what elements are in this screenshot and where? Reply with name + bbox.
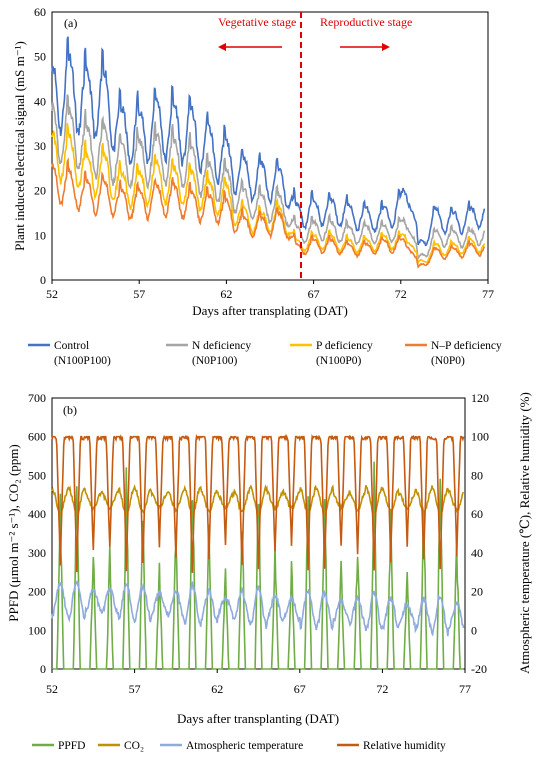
y-tick-label-left: 100 [28,623,46,637]
y-tick-label-right: -20 [471,662,487,676]
reproductive-arrow-head [382,43,390,51]
y-tick-label: 0 [40,273,46,287]
x-tick-label: 57 [133,287,145,301]
x-tick-label: 67 [294,682,306,696]
legend-item-n-p-deficiency: N–P deficiency (N0P0) [405,340,502,367]
legend-sublabel: (N0P100) [192,355,238,367]
y-tick-label-right: 40 [471,546,483,560]
x-tick-label: 52 [46,287,58,301]
panel-a-y-label: Plant induced electrical signal (mS m⁻¹) [12,41,27,251]
x-tick-label: 62 [211,682,223,696]
panel-b-y-label-right: Atmospheric temperature (℃), Relative hu… [517,392,532,674]
y-tick-label-right: 100 [471,430,489,444]
legend-label: N deficiency [192,340,251,352]
x-tick-label: 67 [308,287,320,301]
series-line-relative-humidity [51,433,465,573]
y-tick-label-left: 600 [28,430,46,444]
legend-label: CO₂ [124,740,144,752]
panel-a-y-ticks: 0 10 20 30 40 50 60 [34,5,46,287]
y-tick-label: 10 [34,228,46,242]
y-tick-label-left: 0 [40,662,46,676]
y-tick-label-left: 700 [28,391,46,405]
x-tick-label: 77 [482,287,494,301]
series-line-co [51,483,465,517]
panel-a-series [51,36,486,269]
legend-item-relative-humidity: Relative humidity [337,740,446,752]
series-line-n-deficiency-n0p100 [51,94,486,261]
panel-b-series [51,433,465,670]
x-tick-label: 77 [459,682,471,696]
series-line-atmospheric-temperature [51,580,465,637]
panel-b-y-label-left: PPFD (μmol m⁻² s⁻¹), CO₂ (ppm) [6,444,21,621]
legend-item-atmospheric-temperature: Atmospheric temperature [160,740,303,752]
legend-label: P deficiency [316,340,373,352]
panel-a-legend: Control (N100P100) N deficiency (N0P100) P d… [28,340,502,367]
x-tick-label: 52 [46,682,58,696]
legend-label: Relative humidity [363,740,446,752]
y-tick-label: 50 [34,50,46,64]
legend-label: Control [54,340,89,352]
x-tick-label: 72 [376,682,388,696]
legend-item-ppfd: PPFD [32,740,86,752]
legend-item-co: CO₂ [98,740,144,752]
panel-b-x-label: Days after transplanting (DAT) [177,711,339,726]
y-tick-label-right: 80 [471,468,483,482]
y-tick-label: 30 [34,139,46,153]
y-tick-label-left: 300 [28,546,46,560]
series-line-n-p-deficiency-n0p0 [51,157,486,269]
panel-b: (b) 0 100 200 300 400 500 600 700 -20 0 20 40 60 80 1… [6,391,532,752]
panel-b-y-ticks-right: -20 0 20 40 60 80 100 120 [471,391,489,676]
vegetative-arrow-head [218,43,226,51]
y-tick-label: 40 [34,94,46,108]
y-tick-label-right: 120 [471,391,489,405]
legend-sublabel: (N100P100) [54,355,111,367]
panel-a: (a) Vegetative stage Reproductive stage … [12,5,502,367]
legend-item-p-deficiency: P deficiency (N100P0) [290,340,373,367]
legend-sublabel: (N0P0) [431,355,465,367]
panel-b-y-ticks-left: 0 100 200 300 400 500 600 700 [28,391,46,676]
legend-label: Atmospheric temperature [186,740,303,752]
y-tick-label: 60 [34,5,46,19]
panel-a-x-label: Days after transplating (DAT) [192,303,348,318]
y-tick-label-right: 60 [471,507,483,521]
x-tick-label: 57 [129,682,141,696]
legend-label: PPFD [58,740,86,752]
panel-a-plot-area [51,11,489,281]
x-tick-label: 72 [395,287,407,301]
y-tick-label: 20 [34,184,46,198]
y-tick-label-right: 20 [471,585,483,599]
legend-item-control: Control (N100P100) [28,340,111,367]
y-tick-label-left: 200 [28,585,46,599]
legend-label: N–P deficiency [431,340,502,352]
series-line-p-deficiency-n100p0 [51,123,486,266]
panel-b-label: (b) [63,403,77,417]
panel-b-x-ticks: 52 57 62 67 72 77 [46,669,471,696]
panel-b-legend: PPFD CO₂ Atmospheric temperature Relative h… [32,740,446,752]
legend-sublabel: (N100P0) [316,355,362,367]
panel-a-x-ticks: 52 57 62 67 72 77 [46,280,494,301]
vegetative-stage-label: Vegetative stage [218,15,296,29]
y-tick-label-left: 400 [28,507,46,521]
panel-a-label: (a) [64,16,77,30]
reproductive-stage-label: Reproductive stage [320,15,412,29]
y-tick-label-left: 500 [28,468,46,482]
y-tick-label-right: 0 [471,623,477,637]
series-line-control-n100p100 [51,36,486,247]
x-tick-label: 62 [220,287,232,301]
legend-item-n-deficiency: N deficiency (N0P100) [166,340,251,367]
